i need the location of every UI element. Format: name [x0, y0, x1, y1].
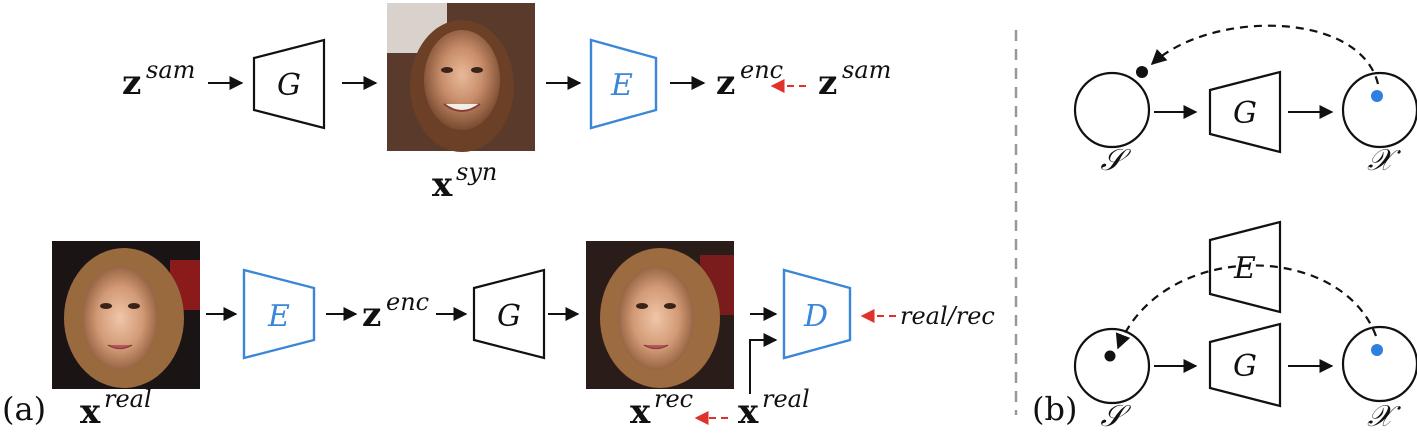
xrec-sup: rec — [654, 385, 693, 413]
generator-trapezoid-b-top — [1208, 70, 1282, 154]
generator-label-b-bottom: G — [1233, 349, 1257, 384]
reconstructed-face-image — [586, 241, 734, 389]
generator-trapezoid-b-bottom — [1208, 322, 1282, 408]
data-point-bottom — [1371, 344, 1383, 356]
data-space-circle-bottom — [1341, 325, 1417, 403]
zenc-sup-row2: enc — [386, 288, 429, 316]
source-space-label-top: 𝒮 — [1100, 143, 1131, 178]
discriminator-label: D — [803, 299, 828, 334]
xsyn-caption: x syn — [432, 158, 497, 205]
real-face-image — [52, 241, 200, 389]
row1-z-sam: z sam — [122, 56, 195, 103]
generator-label-b-top: G — [1233, 96, 1257, 131]
zenc-base: z — [716, 63, 735, 103]
row2-encoder: E — [242, 268, 316, 360]
panel-a-label: (a) — [2, 390, 46, 428]
data-space-label-bottom: 𝒳 — [1367, 399, 1401, 433]
synthesized-face-image — [387, 3, 535, 152]
row1-z-enc: z enc — [716, 56, 783, 103]
xsyn-base: x — [432, 165, 453, 205]
latent-point-top — [1136, 66, 1148, 78]
row1-encoder: E — [589, 38, 658, 130]
generator-trapezoid-row2 — [472, 268, 546, 360]
row2-discriminator: D — [782, 268, 852, 360]
panel-b-label: (b) — [1032, 390, 1077, 428]
arrow-xreal-to-d — [749, 333, 778, 394]
encoder-trapezoid-b — [1208, 220, 1282, 314]
encoder-label: E — [610, 68, 633, 103]
disc-output-label: real/rec — [900, 302, 995, 330]
encoder-trapezoid — [589, 38, 658, 130]
panel-b-top: G 𝒮 𝒳 — [1073, 24, 1417, 178]
xreal-base: x — [80, 392, 101, 432]
row1-generator: G — [252, 38, 326, 130]
xrec-caption: x rec — [630, 385, 693, 432]
xreal-input-sup: real — [762, 385, 810, 413]
z-sam-base: z — [122, 63, 141, 103]
zsam-target-sup: sam — [842, 56, 891, 84]
generator-trapezoid — [252, 38, 326, 130]
source-space-label-bottom: 𝒮 — [1100, 399, 1131, 433]
source-space-circle-top — [1073, 71, 1151, 149]
row1-z-sam-target: z sam — [818, 56, 891, 103]
xreal-sup: real — [104, 385, 152, 413]
xsyn-sup: syn — [456, 158, 497, 186]
latent-point-bottom — [1104, 350, 1116, 362]
row2-z-enc: z enc — [362, 288, 429, 335]
encoder-trapezoid-row2 — [242, 268, 316, 360]
data-space-circle-top — [1341, 71, 1417, 149]
inverse-mapping-arc-top — [1150, 24, 1380, 85]
zsam-target-base: z — [818, 63, 837, 103]
row2-generator: G — [472, 268, 546, 360]
xrec-base: x — [630, 392, 651, 432]
generator-label: G — [277, 68, 301, 103]
data-space-label-top: 𝒳 — [1367, 143, 1401, 178]
encoder-label-row2: E — [267, 299, 290, 334]
z-sam-sup: sam — [146, 56, 195, 84]
source-space-circle-bottom — [1073, 327, 1151, 405]
zenc-base-row2: z — [362, 295, 381, 335]
xreal-input-caption: x real — [738, 385, 810, 432]
encoder-mapping-arc — [1115, 264, 1378, 350]
panel-b-bottom: E G 𝒮 𝒳 — [1073, 220, 1417, 433]
generator-label-row2: G — [497, 299, 521, 334]
xreal-input-base: x — [738, 392, 759, 432]
zenc-sup: enc — [740, 56, 783, 84]
discriminator-trapezoid — [782, 268, 852, 360]
data-point-top — [1371, 90, 1383, 102]
encoder-label-b: E — [1233, 251, 1256, 286]
xreal-caption: x real — [80, 385, 152, 432]
